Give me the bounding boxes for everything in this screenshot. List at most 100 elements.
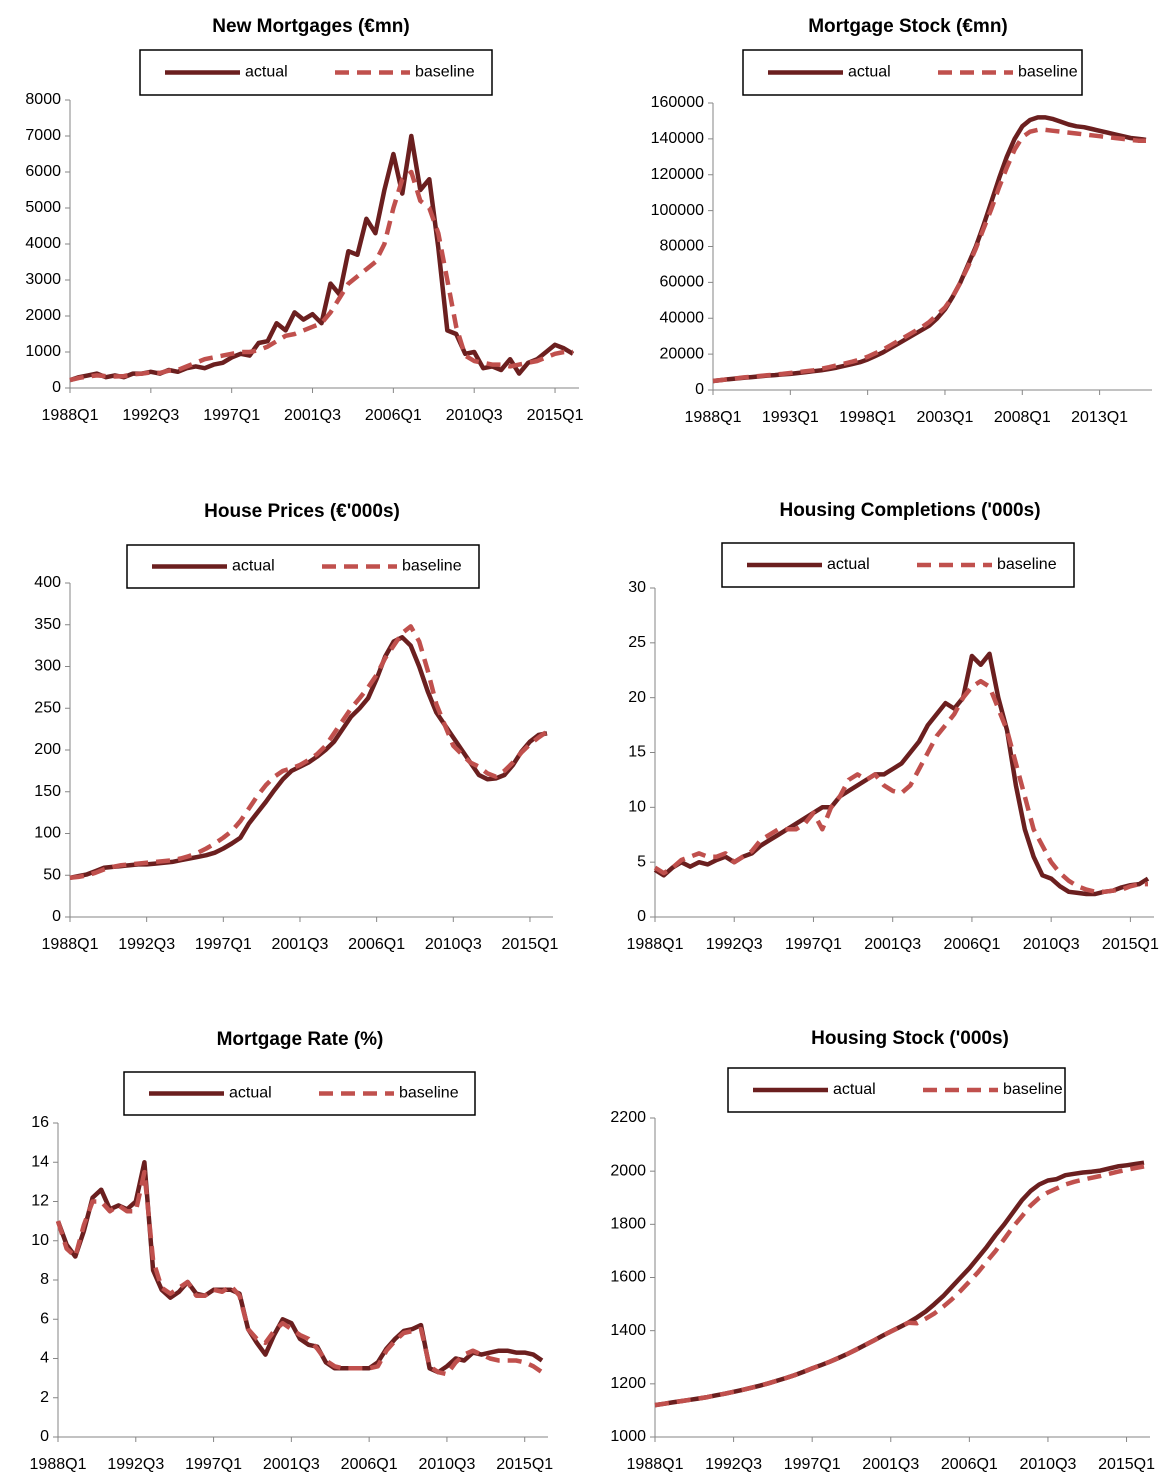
chart-title: Mortgage Stock (€mn) xyxy=(808,16,1008,37)
x-tick-label: 1988Q1 xyxy=(627,936,684,953)
y-tick-label: 80000 xyxy=(660,238,705,255)
x-tick-label: 1988Q1 xyxy=(30,1456,87,1472)
y-tick-label: 6000 xyxy=(25,163,61,180)
x-tick-label: 2003Q1 xyxy=(916,409,973,426)
x-tick-label: 2006Q1 xyxy=(941,1456,998,1472)
y-tick-label: 25 xyxy=(628,634,646,651)
x-tick-label: 2015Q1 xyxy=(527,407,584,424)
series-line xyxy=(712,115,1147,384)
y-tick-label: 150 xyxy=(34,783,61,800)
legend-label: actual xyxy=(833,1081,876,1098)
x-tick-label: 2006Q1 xyxy=(365,407,422,424)
x-tick-label: 2015Q1 xyxy=(501,936,558,953)
y-tick-label: 350 xyxy=(34,616,61,633)
y-tick-label: 40000 xyxy=(660,309,705,326)
y-tick-label: 0 xyxy=(637,908,646,925)
y-tick-label: 10 xyxy=(628,799,646,816)
chart-title: Mortgage Rate (%) xyxy=(217,1029,384,1050)
legend-label: baseline xyxy=(415,64,475,81)
x-tick-label: 2010Q3 xyxy=(446,407,503,424)
legend-label: actual xyxy=(232,558,275,575)
series-line xyxy=(69,635,548,881)
x-tick-label: 2006Q1 xyxy=(341,1456,398,1472)
y-tick-label: 4 xyxy=(40,1350,49,1367)
y-tick-label: 120000 xyxy=(651,166,704,183)
x-tick-label: 2010Q3 xyxy=(1023,936,1080,953)
x-tick-label: 2015Q1 xyxy=(1102,936,1159,953)
x-tick-label: 2010Q3 xyxy=(418,1456,475,1472)
chart-title: Housing Stock ('000s) xyxy=(811,1028,1009,1049)
x-tick-label: 1992Q3 xyxy=(122,407,179,424)
x-tick-label: 2001Q3 xyxy=(862,1456,919,1472)
x-tick-label: 2001Q3 xyxy=(864,936,921,953)
x-tick-label: 1997Q1 xyxy=(784,1456,841,1472)
y-tick-label: 20 xyxy=(628,689,646,706)
y-tick-label: 20000 xyxy=(660,345,705,362)
x-tick-label: 1988Q1 xyxy=(627,1456,684,1472)
series-line xyxy=(653,651,1150,897)
legend-label: baseline xyxy=(402,558,462,575)
x-tick-label: 2010Q3 xyxy=(1019,1456,1076,1472)
x-tick-label: 2015Q1 xyxy=(1098,1456,1155,1472)
chart-title: Housing Completions ('000s) xyxy=(779,500,1040,521)
legend-label: actual xyxy=(848,64,891,81)
series-line xyxy=(712,127,1146,384)
series-line xyxy=(69,169,573,383)
x-tick-label: 1997Q1 xyxy=(203,407,260,424)
y-tick-label: 8000 xyxy=(25,91,61,108)
y-tick-label: 4000 xyxy=(25,235,61,252)
y-tick-label: 300 xyxy=(34,658,61,675)
x-tick-label: 1998Q1 xyxy=(839,409,896,426)
x-tick-label: 1988Q1 xyxy=(685,409,742,426)
y-tick-label: 1000 xyxy=(25,343,61,360)
y-tick-label: 100000 xyxy=(651,202,704,219)
y-tick-label: 50 xyxy=(43,866,61,883)
y-tick-label: 0 xyxy=(52,379,61,396)
legend-label: baseline xyxy=(1018,64,1078,81)
x-tick-label: 2013Q1 xyxy=(1071,409,1128,426)
y-tick-label: 10 xyxy=(31,1232,49,1249)
legend-label: actual xyxy=(245,64,288,81)
legend-label: actual xyxy=(827,556,870,573)
y-tick-label: 0 xyxy=(40,1428,49,1445)
x-tick-label: 2001Q3 xyxy=(263,1456,320,1472)
y-tick-label: 60000 xyxy=(660,274,705,291)
series-line xyxy=(653,678,1148,895)
y-tick-label: 2 xyxy=(40,1389,49,1406)
y-tick-label: 0 xyxy=(695,381,704,398)
x-tick-label: 2015Q1 xyxy=(496,1456,553,1472)
y-tick-label: 1200 xyxy=(610,1375,646,1392)
y-tick-label: 1600 xyxy=(610,1269,646,1286)
y-tick-label: 100 xyxy=(34,825,61,842)
series-line xyxy=(69,624,549,881)
chart-title: House Prices (€'000s) xyxy=(204,501,400,522)
x-tick-label: 1988Q1 xyxy=(42,936,99,953)
x-tick-label: 1992Q3 xyxy=(118,936,175,953)
y-tick-label: 0 xyxy=(52,908,61,925)
legend-label: actual xyxy=(229,1085,272,1102)
series-line xyxy=(55,1160,544,1375)
y-tick-label: 1400 xyxy=(610,1322,646,1339)
y-tick-label: 1800 xyxy=(610,1216,646,1233)
x-tick-label: 1997Q1 xyxy=(195,936,252,953)
y-tick-label: 6 xyxy=(40,1310,49,1327)
y-tick-label: 7000 xyxy=(25,127,61,144)
y-tick-label: 160000 xyxy=(651,94,704,111)
series-line xyxy=(55,1169,544,1377)
y-tick-label: 8 xyxy=(40,1271,49,1288)
y-tick-label: 140000 xyxy=(651,130,704,147)
x-tick-label: 1997Q1 xyxy=(785,936,842,953)
y-tick-label: 30 xyxy=(628,579,646,596)
x-tick-label: 2001Q3 xyxy=(272,936,329,953)
x-tick-label: 1997Q1 xyxy=(185,1456,242,1472)
y-tick-label: 200 xyxy=(34,741,61,758)
legend-label: baseline xyxy=(997,556,1057,573)
x-tick-label: 2006Q1 xyxy=(348,936,405,953)
x-tick-label: 1992Q3 xyxy=(706,936,763,953)
x-tick-label: 1992Q3 xyxy=(705,1456,762,1472)
x-tick-label: 1988Q1 xyxy=(42,407,99,424)
series-line xyxy=(654,1160,1145,1408)
series-line xyxy=(654,1164,1145,1408)
x-tick-label: 1992Q3 xyxy=(107,1456,164,1472)
